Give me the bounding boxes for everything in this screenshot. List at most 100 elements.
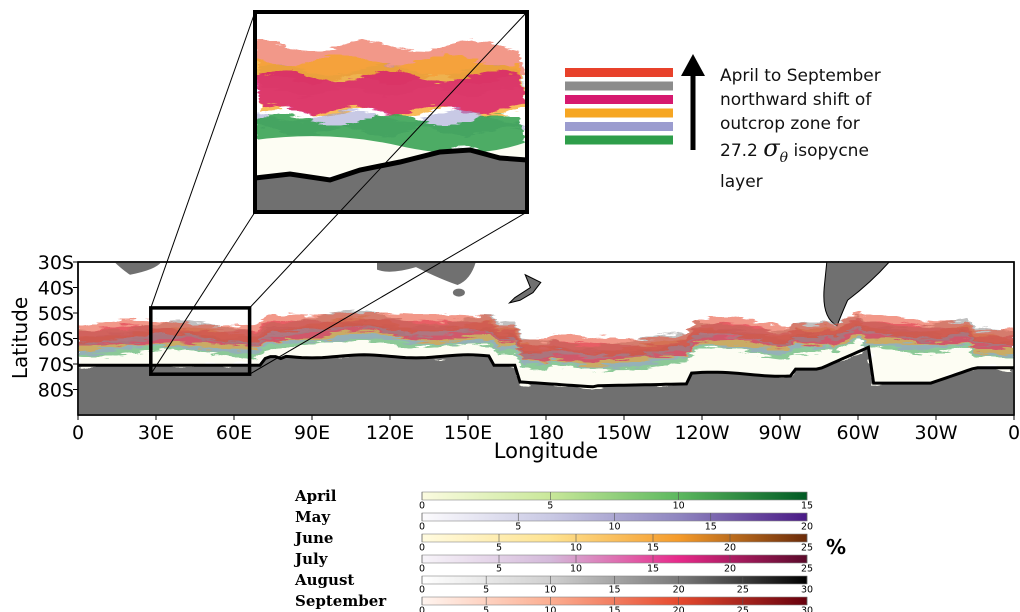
colorbar-tick-label: 5 — [515, 522, 521, 533]
zoom-connector-lines — [150, 11, 528, 375]
inset-coastline — [255, 147, 527, 183]
x-tick-label: 90E — [294, 422, 330, 444]
x-tick-label: 60E — [216, 422, 252, 444]
x-axis: 0 30E 60E 90E 120E 150E 180 150W 120W 90W 60W 30W 0 — [72, 415, 1020, 444]
zoom-link-line — [150, 11, 256, 309]
y-axis-label: Latitude — [8, 297, 32, 379]
colorbar-month-label: April — [294, 487, 337, 505]
x-tick-label: 60W — [837, 422, 880, 444]
annotation-line-4: 27.2 σθ isopycne — [720, 136, 950, 170]
annotation-line-5: layer — [720, 171, 763, 192]
colorbar-tick-label: 20 — [801, 522, 813, 533]
month-color-legend — [565, 68, 673, 145]
x-tick-label: 90W — [759, 422, 802, 444]
colorbar-april — [421, 491, 808, 501]
outcrop-bands — [78, 310, 1014, 387]
colorbar-tick-label: 0 — [419, 606, 425, 612]
isopycne-word: isopycne — [793, 141, 869, 161]
x-axis-label: Longitude — [494, 439, 598, 463]
south-america-landmass — [823, 262, 890, 327]
antarctic-coastline — [78, 345, 1014, 389]
colorbar-tick-label: 25 — [801, 543, 813, 554]
x-tick-label: 150W — [596, 422, 651, 444]
y-tick-label: 40S — [38, 278, 74, 300]
inset-zoom-panel — [253, 10, 529, 214]
colorbar-tick-label: 5 — [483, 585, 489, 596]
legend-bar-june — [565, 108, 673, 118]
colorbar-month-label: September — [295, 592, 387, 610]
colorbar-tick-label: 15 — [647, 543, 659, 554]
annotation-line-3: outcrop zone for — [720, 114, 860, 134]
colorbar-tick-label: 15 — [705, 522, 717, 533]
inset-region-box — [149, 306, 252, 376]
colorbar-month-label: July — [293, 550, 329, 568]
colorbar-tick-label: 25 — [737, 606, 749, 612]
zoom-link-line — [249, 11, 528, 309]
legend-bar-september — [565, 68, 673, 77]
colorbar-tick-label: 0 — [419, 564, 425, 575]
colorbar-tick-label: 30 — [801, 606, 813, 612]
annotation-line-1: April to September — [720, 66, 881, 86]
colorbar-month-label: August — [294, 571, 354, 589]
colorbar-tick-label: 25 — [801, 564, 813, 575]
isopycne-value: 27.2 — [720, 141, 758, 161]
y-tick-label: 30S — [38, 252, 74, 274]
y-tick-label: 70S — [38, 354, 74, 376]
antarctica-landmass — [78, 347, 1014, 415]
up-arrow-icon — [681, 54, 705, 150]
tasmania-landmass — [452, 288, 465, 297]
x-tick-label: 30E — [138, 422, 174, 444]
annotation-line-2: northward shift of — [720, 90, 872, 110]
colorbar-tick-label: 25 — [737, 585, 749, 596]
colorbar-tick-label: 10 — [570, 543, 582, 554]
x-tick-label: 30W — [915, 422, 958, 444]
colorbar-tick-label: 20 — [724, 564, 736, 575]
x-tick-label: 0 — [1008, 422, 1020, 444]
zoom-link-line — [249, 211, 528, 375]
colorbar-tick-label: 10 — [673, 501, 685, 512]
inset-sea-ice — [255, 136, 527, 185]
colorbar-tick-label: 5 — [496, 564, 502, 575]
colorbar-tick-label: 15 — [608, 585, 620, 596]
colorbar-tick-label: 0 — [419, 585, 425, 596]
x-tick-label: 180 — [528, 422, 564, 444]
legend-bar-april — [565, 135, 673, 145]
x-tick-label: 120E — [366, 422, 414, 444]
colorbar-tick-label: 10 — [544, 606, 556, 612]
colorbar-tick-label: 0 — [419, 501, 425, 512]
colorbar-tick-label: 0 — [419, 522, 425, 533]
y-axis: 30S 40S 50S 60S 70S 80S — [38, 252, 78, 402]
shift-annotation: April to September northward shift of ou… — [720, 64, 950, 194]
zoom-link-line — [150, 211, 256, 375]
colorbar-month-label: May — [295, 508, 331, 526]
legend-bar-may — [565, 122, 673, 131]
colorbar-tick-label: 15 — [801, 501, 813, 512]
colorbar-tick-label: 20 — [673, 606, 685, 612]
y-tick-label: 80S — [38, 380, 74, 402]
colorbar-tick-label: 0 — [419, 543, 425, 554]
map-panel: 0 30E 60E 90E 120E 150E 180 150W 120W 90W 60W 30W 0 … — [8, 252, 1020, 463]
band-september — [78, 310, 1014, 356]
legend-bar-august — [565, 81, 673, 91]
landmasses — [78, 262, 1014, 415]
percent-label: % — [826, 535, 846, 559]
australia-landmass — [377, 262, 476, 285]
colorbar-tick-label: 5 — [496, 543, 502, 554]
new-zealand-landmass — [507, 273, 542, 304]
y-tick-label: 50S — [38, 303, 74, 325]
colorbar-tick-label: 10 — [544, 585, 556, 596]
inset-band-july — [255, 70, 527, 115]
colorbar-july — [421, 554, 808, 564]
africa-landmass — [114, 262, 162, 275]
colorbar-month-label: June — [293, 529, 333, 547]
inset-antarctica — [255, 150, 527, 212]
legend-bar-july — [565, 95, 673, 104]
colorbar-tick-label: 10 — [570, 564, 582, 575]
colorbar-tick-label: 5 — [547, 501, 553, 512]
colorbar-tick-label: 20 — [673, 585, 685, 596]
colorbar-tick-label: 15 — [647, 564, 659, 575]
colorbar-tick-label: 15 — [608, 606, 620, 612]
colorbar-tick-label: 30 — [801, 585, 813, 596]
